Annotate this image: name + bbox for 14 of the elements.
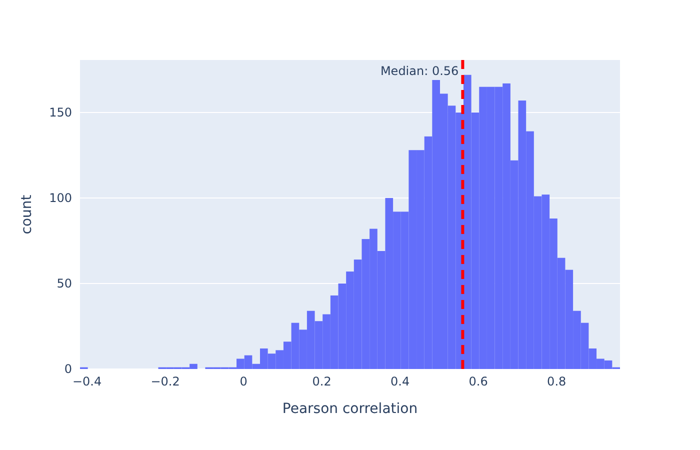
x-tick-label: −0.4 xyxy=(72,374,102,389)
x-tick-label: −0.2 xyxy=(150,374,180,389)
y-tick-label: 0 xyxy=(64,362,72,376)
y-tick-label: 50 xyxy=(56,276,72,290)
x-tick-label: 0 xyxy=(240,374,248,389)
ref-line-label: Median: 0.56 xyxy=(380,64,459,78)
x-tick-label: 0.2 xyxy=(312,374,332,389)
y-tick-label: 150 xyxy=(49,105,72,120)
x-tick-label: 0.4 xyxy=(390,374,410,389)
x-tick-label: 0.6 xyxy=(468,374,488,389)
x-tick-label: 0.8 xyxy=(547,374,566,389)
x-axis-title: Pearson correlation xyxy=(282,401,418,417)
y-axis-title: count xyxy=(19,194,35,234)
y-tick-label: 100 xyxy=(49,190,72,205)
